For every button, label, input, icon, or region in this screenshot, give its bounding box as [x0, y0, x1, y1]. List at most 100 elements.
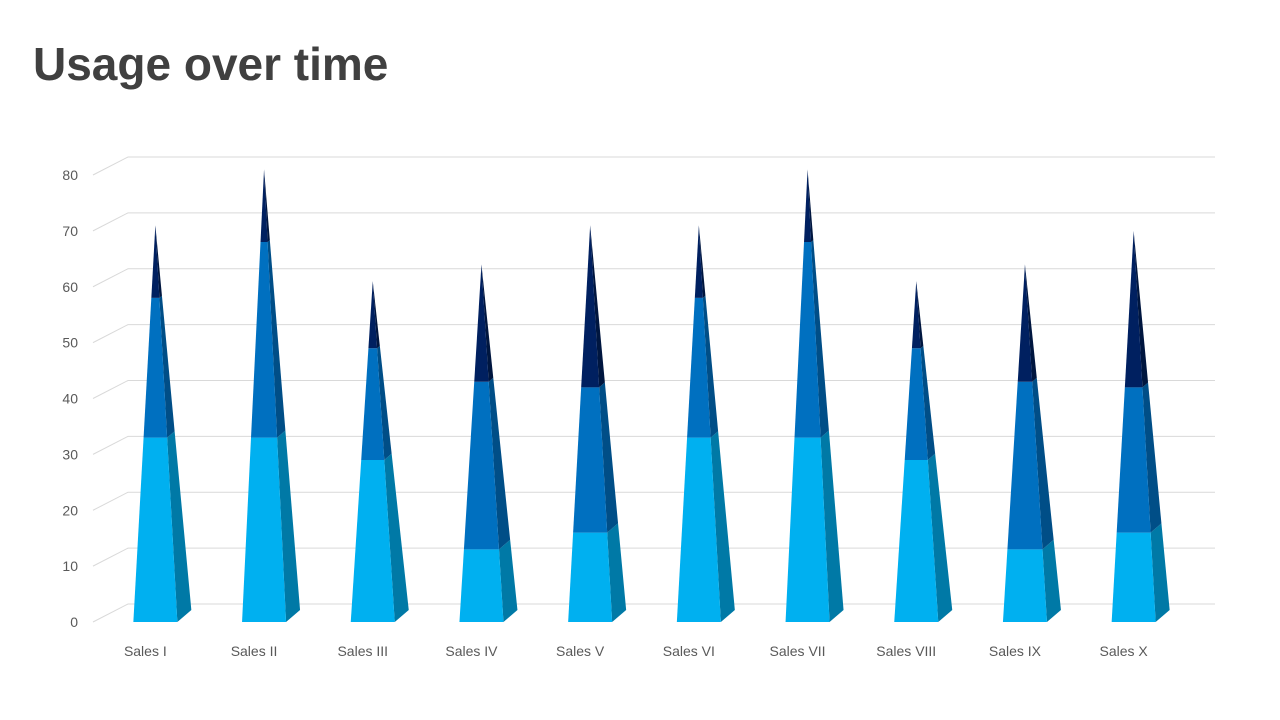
- x-tick-label: Sales V: [556, 643, 605, 659]
- bar-segment-middle-side: [159, 295, 175, 438]
- y-axis-ticks: 0 10 20 30 40 50 60 70 80: [62, 167, 78, 630]
- bar-segment-bottom: [350, 459, 395, 622]
- gridline: [92, 380, 1215, 399]
- bar-segment-top: [1124, 230, 1143, 388]
- bar-segment-bottom: [676, 437, 721, 622]
- pyramid-bar: [676, 225, 735, 622]
- bar-segment-top: [804, 169, 812, 243]
- bar-segment-bottom-side: [384, 453, 409, 622]
- bar-segment-top-side: [264, 169, 270, 243]
- bar-segment-bottom-side: [710, 431, 735, 622]
- bar-segment-bottom: [894, 459, 939, 622]
- gridline: [92, 491, 1215, 511]
- bar-segment-top: [260, 169, 268, 243]
- gridline: [92, 603, 1215, 623]
- bar-segment-top-side: [155, 225, 162, 298]
- x-tick-label: Sales IX: [989, 643, 1042, 659]
- x-tick-label: Sales IV: [445, 643, 498, 659]
- bar-segment-bottom: [1002, 549, 1047, 622]
- bar-segment-middle-side: [488, 377, 511, 550]
- gridline: [92, 212, 1215, 232]
- pyramid-bar: [459, 264, 518, 622]
- bar-segment-middle-side: [599, 382, 619, 533]
- bar-segment-top: [694, 225, 703, 298]
- bar-segment-top: [151, 225, 160, 298]
- bar-segment-top-side: [481, 264, 494, 382]
- x-tick-label: Sales VIII: [876, 643, 936, 659]
- bar-segment-bottom: [242, 437, 287, 622]
- pyramid-bar: [1002, 264, 1061, 622]
- gridline: [92, 156, 1215, 176]
- page-title: Usage over time: [33, 38, 389, 90]
- gridline: [92, 547, 1215, 567]
- bar-segment-bottom: [785, 437, 830, 622]
- bar-segment-top-side: [698, 225, 706, 298]
- bar-segment-middle-side: [267, 240, 286, 438]
- bar-segment-top: [368, 281, 378, 349]
- bar-segment-middle-side: [702, 295, 719, 438]
- bar-segment-middle: [251, 242, 278, 438]
- gridlines: [92, 156, 1215, 623]
- bar-segment-middle-side: [920, 345, 936, 460]
- bar-segment-middle-side: [1032, 377, 1054, 550]
- bar-segment-top-side: [590, 225, 605, 388]
- bar-segment-bottom-side: [927, 453, 953, 622]
- bar-segment-middle: [361, 348, 385, 460]
- x-tick-label: Sales III: [337, 643, 388, 659]
- y-tick-label: 40: [62, 391, 78, 407]
- bar-segment-bottom-side: [277, 430, 301, 622]
- bar-segment-middle: [573, 387, 608, 533]
- pyramid-bar: [785, 169, 844, 622]
- bar-segment-top-side: [916, 281, 924, 349]
- bar-segment-bottom-side: [1150, 523, 1170, 622]
- bar-segment-top-side: [1024, 264, 1037, 382]
- pyramid-bar: [133, 225, 192, 622]
- bar-segment-top: [474, 264, 489, 382]
- pyramid-bar: [1111, 230, 1170, 622]
- x-tick-label: Sales I: [124, 643, 167, 659]
- x-tick-label: Sales VII: [770, 643, 826, 659]
- y-tick-label: 80: [62, 167, 78, 183]
- pyramid-bar: [894, 281, 953, 622]
- y-tick-label: 50: [62, 335, 78, 351]
- bars: [133, 169, 1170, 622]
- bar-segment-top-side: [1133, 230, 1149, 388]
- x-tick-label: Sales X: [1100, 643, 1149, 659]
- pyramid-bar: [350, 281, 409, 622]
- x-axis-labels: Sales I Sales II Sales III Sales IV Sales V S…: [124, 643, 1148, 659]
- bar-segment-middle: [687, 297, 711, 438]
- y-tick-label: 60: [62, 279, 78, 295]
- bar-segment-top-side: [372, 281, 380, 349]
- bar-segment-bottom: [459, 549, 504, 622]
- bar-segment-middle: [143, 297, 168, 438]
- bar-segment-middle: [463, 381, 499, 550]
- bar-segment-bottom: [1111, 532, 1156, 622]
- bar-segment-bottom-side: [167, 431, 192, 622]
- bar-segment-top: [1017, 264, 1033, 382]
- x-tick-label: Sales II: [231, 643, 278, 659]
- gridline: [92, 435, 1215, 455]
- y-tick-label: 0: [70, 614, 78, 630]
- y-tick-label: 20: [62, 502, 78, 518]
- bar-segment-top: [911, 281, 921, 349]
- bar-segment-bottom: [568, 532, 613, 622]
- bar-segment-bottom-side: [1042, 539, 1061, 622]
- bar-segment-middle-side: [1142, 382, 1162, 533]
- gridline: [92, 268, 1215, 288]
- bar-segment-bottom-side: [820, 430, 844, 622]
- pyramid-bar: [568, 225, 627, 622]
- gridline: [92, 324, 1215, 344]
- bar-segment-middle: [1007, 381, 1043, 550]
- bar-segment-middle: [904, 348, 928, 460]
- y-tick-label: 10: [62, 558, 78, 574]
- bar-segment-bottom-side: [498, 539, 518, 622]
- bar-segment-middle-side: [377, 345, 392, 460]
- bar-segment-bottom: [133, 437, 178, 622]
- bar-segment-middle: [1116, 387, 1151, 533]
- y-tick-label: 30: [62, 446, 78, 462]
- bar-segment-top-side: [807, 169, 814, 243]
- pyramid-bar: [242, 169, 301, 622]
- bar-segment-middle-side: [811, 240, 829, 438]
- bar-segment-bottom-side: [607, 523, 627, 622]
